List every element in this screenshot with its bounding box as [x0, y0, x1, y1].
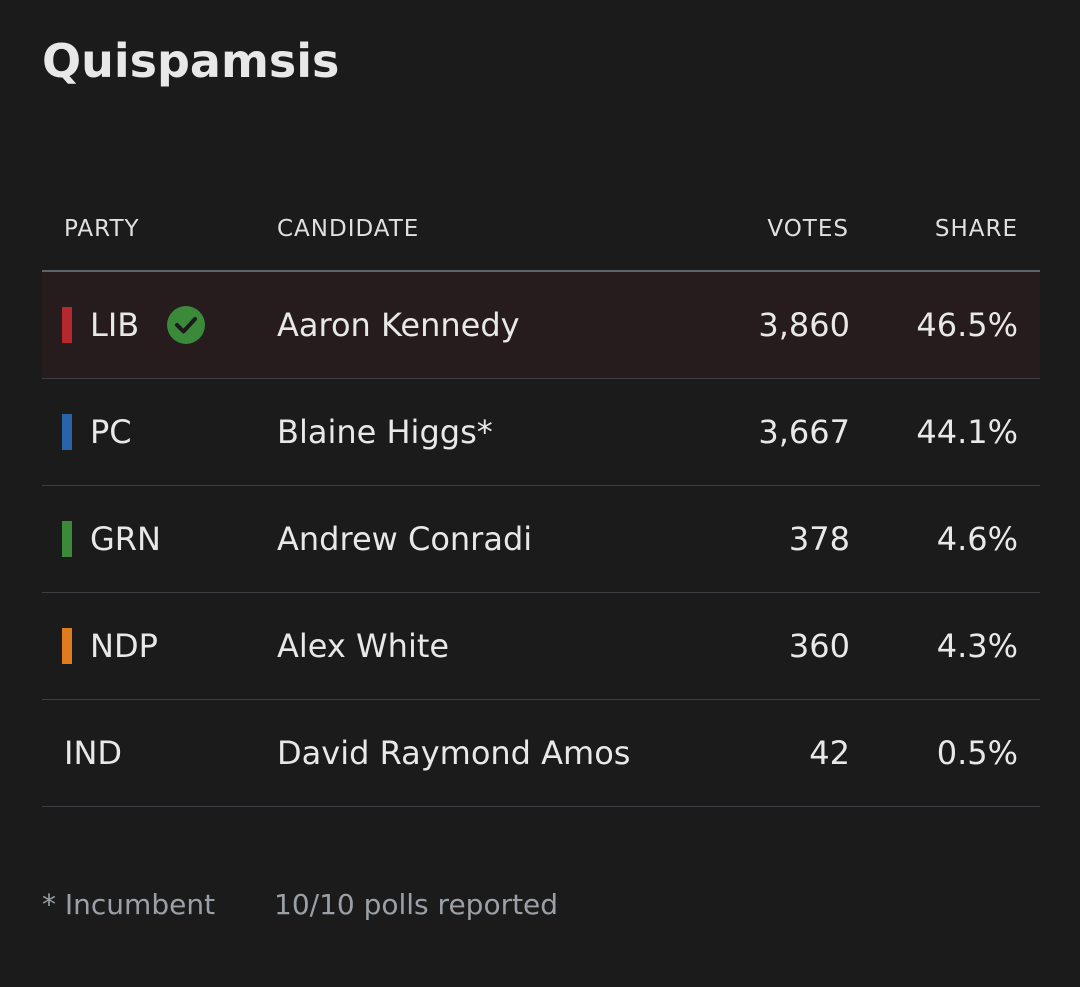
- result-row: IND David Raymond Amos 42 0.5%: [42, 700, 1040, 807]
- votes: 3,667: [758, 413, 850, 451]
- votes: 42: [809, 734, 850, 772]
- column-header: CANDIDATE: [277, 216, 420, 242]
- party-color: [62, 628, 72, 664]
- share: 44.1%: [916, 413, 1018, 451]
- party-color: [62, 414, 72, 450]
- candidate: Alex White: [277, 627, 450, 665]
- votes: 378: [788, 520, 850, 558]
- candidate: Blaine Higgs*: [277, 413, 493, 451]
- share: 46.5%: [916, 306, 1018, 344]
- votes: 3,860: [758, 306, 850, 344]
- candidate: Andrew Conradi: [277, 520, 533, 558]
- party: PC: [90, 413, 132, 451]
- party: NDP: [90, 627, 158, 665]
- result-row: NDP Alex White 360 4.3%: [42, 593, 1040, 700]
- party: LIB: [90, 306, 140, 344]
- footnote: * Incumbent: [42, 888, 216, 921]
- candidate: David Raymond Amos: [277, 734, 631, 772]
- divider: [42, 270, 1040, 272]
- share: 0.5%: [936, 734, 1018, 772]
- title: Quispamsis: [42, 34, 340, 88]
- share: 4.6%: [936, 520, 1018, 558]
- votes: 360: [788, 627, 850, 665]
- result-row: PC Blaine Higgs* 3,667 44.1%: [42, 379, 1040, 486]
- share: 4.3%: [936, 627, 1018, 665]
- column-header: VOTES: [767, 216, 849, 242]
- candidate: Aaron Kennedy: [277, 306, 520, 344]
- result-row: GRN Andrew Conradi 378 4.6%: [42, 486, 1040, 593]
- winner-check: [167, 306, 205, 344]
- party-color: [62, 307, 72, 343]
- result-row: LIB Aaron Kennedy 3,860 46.5%: [42, 272, 1040, 379]
- column-header: PARTY: [64, 216, 140, 242]
- party: GRN: [90, 520, 161, 558]
- status: 10/10 polls reported: [274, 888, 559, 921]
- column-header: SHARE: [934, 216, 1018, 242]
- party-color: [62, 521, 72, 557]
- party: IND: [64, 734, 123, 772]
